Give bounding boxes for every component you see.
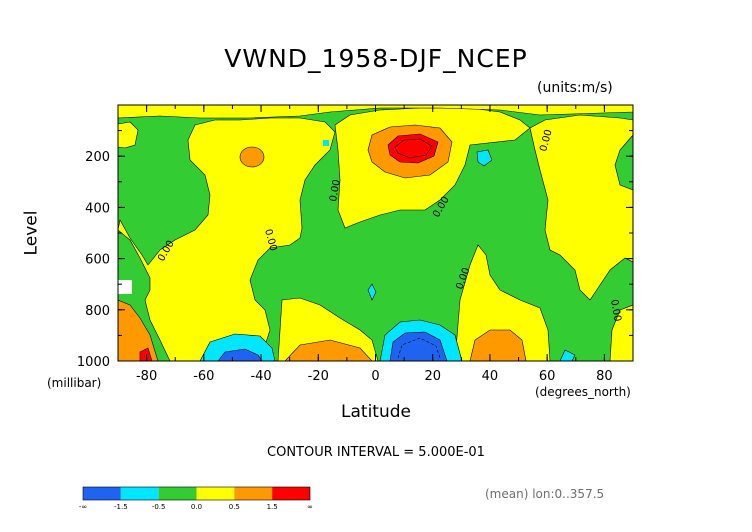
colorbar-tick-label: 0.5 xyxy=(229,503,240,511)
missing-data-patch xyxy=(118,280,132,294)
fill-blue-region xyxy=(389,331,448,361)
colorbar-tick-label: 0.0 xyxy=(191,503,202,511)
fill-yellow-region xyxy=(118,121,139,149)
colorbar-tick-label: -∞ xyxy=(79,503,87,511)
x-tick-label: 0 xyxy=(371,369,379,384)
colorbar-swatch xyxy=(158,487,197,500)
fill-yellow-region xyxy=(454,244,551,361)
contour-label: 0.00 xyxy=(328,179,343,203)
colorbar-swatch xyxy=(83,487,121,500)
colorbar-tick-label: 1.5 xyxy=(267,503,278,511)
x-tick-label: -60 xyxy=(193,369,214,384)
fill-yellow-region xyxy=(609,304,633,361)
x-axis-unit: (degrees_north) xyxy=(535,385,631,399)
colorbar: -∞ -1.5 -0.5 0.0 0.5 1.5 ∞ xyxy=(79,486,313,511)
averaging-footnote: (mean) lon:0..357.5 xyxy=(485,487,605,501)
fill-cyan-region xyxy=(367,283,377,301)
x-tick-label: 80 xyxy=(596,369,613,384)
x-axis-ticks: -80 -60 -40 -20 0 20 40 60 80 xyxy=(117,105,634,384)
fill-orange-region xyxy=(284,339,373,361)
fill-cyan-region xyxy=(476,149,493,167)
x-tick-label: 20 xyxy=(424,369,441,384)
fill-yellow-region xyxy=(118,117,336,361)
units-label: (units:m/s) xyxy=(537,80,613,96)
colorbar-swatch xyxy=(196,487,235,500)
y-axis-ticks: 200 400 600 800 1000 xyxy=(77,130,633,370)
x-tick-label: 60 xyxy=(539,369,556,384)
fill-blue-region xyxy=(217,348,263,361)
contour-line xyxy=(394,138,433,159)
colorbar-swatch xyxy=(272,487,310,500)
y-tick-label: 600 xyxy=(85,253,110,268)
colorbar-tick-label: ∞ xyxy=(307,503,313,511)
colorbar-swatch xyxy=(234,487,273,500)
y-axis-unit: (millibar) xyxy=(47,376,102,390)
x-tick-label: -40 xyxy=(250,369,271,384)
fill-orange-region xyxy=(469,329,527,361)
contour-label: 0.00 xyxy=(608,299,623,323)
x-tick-label: 40 xyxy=(482,369,499,384)
x-axis-label: Latitude xyxy=(341,402,411,422)
colorbar-swatch xyxy=(120,487,159,500)
y-tick-label: 800 xyxy=(85,304,110,319)
y-tick-label: 400 xyxy=(85,201,110,216)
chart-title: VWND_1958-DJF_NCEP xyxy=(224,44,528,73)
contour-interval-note: CONTOUR INTERVAL = 5.000E-01 xyxy=(267,445,485,460)
contour-fill-layer xyxy=(118,105,633,361)
y-tick-label: 200 xyxy=(85,150,110,165)
fill-cyan-region xyxy=(323,140,329,146)
fill-orange-region xyxy=(239,146,265,168)
y-tick-label: 1000 xyxy=(77,355,110,370)
fill-red-region xyxy=(139,347,153,361)
fill-cyan-region xyxy=(559,349,576,361)
x-tick-label: -20 xyxy=(308,369,329,384)
contour-line-negative xyxy=(397,337,441,359)
fill-orange-region xyxy=(118,299,159,361)
colorbar-tick-label: -0.5 xyxy=(152,503,166,511)
fill-red-region xyxy=(387,133,439,164)
colorbar-frame xyxy=(82,486,311,501)
fill-yellow-region xyxy=(118,105,633,119)
x-tick-label: -80 xyxy=(136,369,157,384)
colorbar-tick-label: -1.5 xyxy=(114,503,128,511)
fill-yellow-region xyxy=(529,114,633,301)
